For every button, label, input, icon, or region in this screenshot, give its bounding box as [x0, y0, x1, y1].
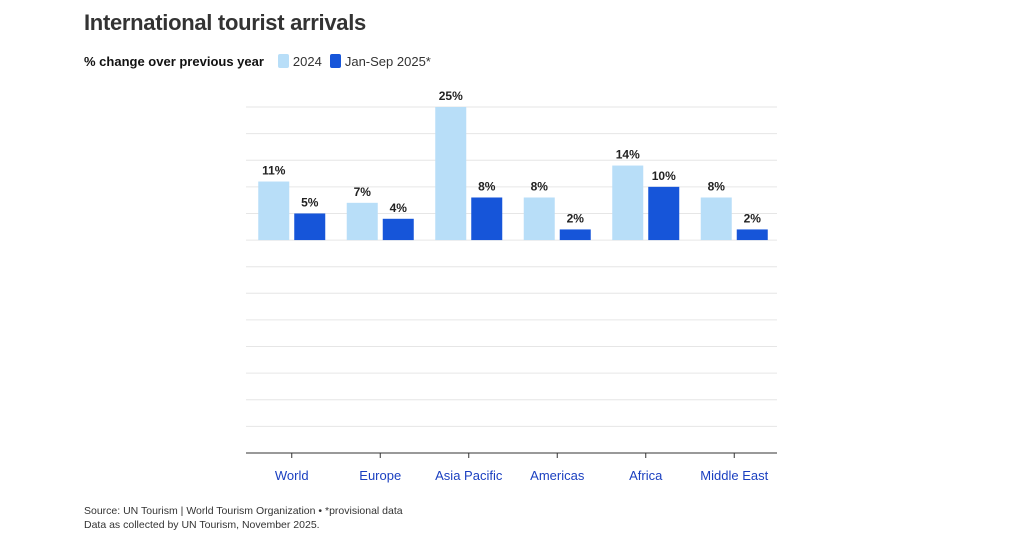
x-tick-label: Africa: [629, 468, 663, 483]
legend-swatch-2024: [277, 54, 289, 68]
x-tick-label: Asia Pacific: [435, 468, 503, 483]
bar: [346, 202, 378, 241]
source-note: Source: UN Tourism | World Tourism Organ…: [84, 505, 403, 517]
data-label: 25%: [439, 89, 463, 103]
legend: % change over previous year 2024 Jan-Sep…: [84, 52, 439, 70]
data-label: 4%: [390, 201, 408, 215]
chart-title: International tourist arrivals: [84, 10, 366, 35]
bar: [294, 213, 326, 241]
bar: [258, 181, 290, 241]
bar: [736, 229, 768, 241]
x-tick-label: Europe: [359, 468, 401, 483]
data-label: 5%: [301, 195, 319, 209]
x-tick-label: World: [275, 468, 309, 483]
data-label: 2%: [567, 211, 585, 225]
bar: [435, 107, 467, 241]
data-note: Data as collected by UN Tourism, Novembe…: [84, 519, 320, 531]
bar-chart: World 11% 5% Europe 7% 4% Asia Pacific 25% 8% Ame…: [246, 89, 777, 483]
data-label: 10%: [652, 169, 676, 183]
x-tick-label: Middle East: [700, 468, 768, 483]
bar: [382, 218, 414, 241]
bar: [559, 229, 591, 241]
bar: [471, 197, 503, 241]
legend-item-2025[interactable]: Jan-Sep 2025*: [329, 53, 431, 69]
legend-label-2024: 2024: [292, 53, 322, 69]
data-label: 2%: [744, 211, 762, 225]
data-label: 11%: [262, 164, 286, 178]
bar: [612, 165, 644, 241]
bar: [523, 197, 555, 241]
bar: [648, 186, 680, 241]
footer: Source: UN Tourism | World Tourism Organ…: [84, 504, 403, 532]
legend-swatch-2025: [329, 54, 341, 68]
legend-item-2024[interactable]: 2024: [277, 53, 322, 69]
x-tick-label: Americas: [530, 468, 585, 483]
chart-subtitle: % change over previous year: [84, 53, 264, 69]
data-label: 7%: [354, 185, 372, 199]
data-label: 8%: [708, 179, 726, 193]
bar: [700, 197, 732, 241]
legend-label-2025: Jan-Sep 2025*: [344, 53, 431, 69]
data-label: 8%: [531, 179, 549, 193]
data-label: 14%: [616, 148, 640, 162]
data-label: 8%: [478, 179, 496, 193]
